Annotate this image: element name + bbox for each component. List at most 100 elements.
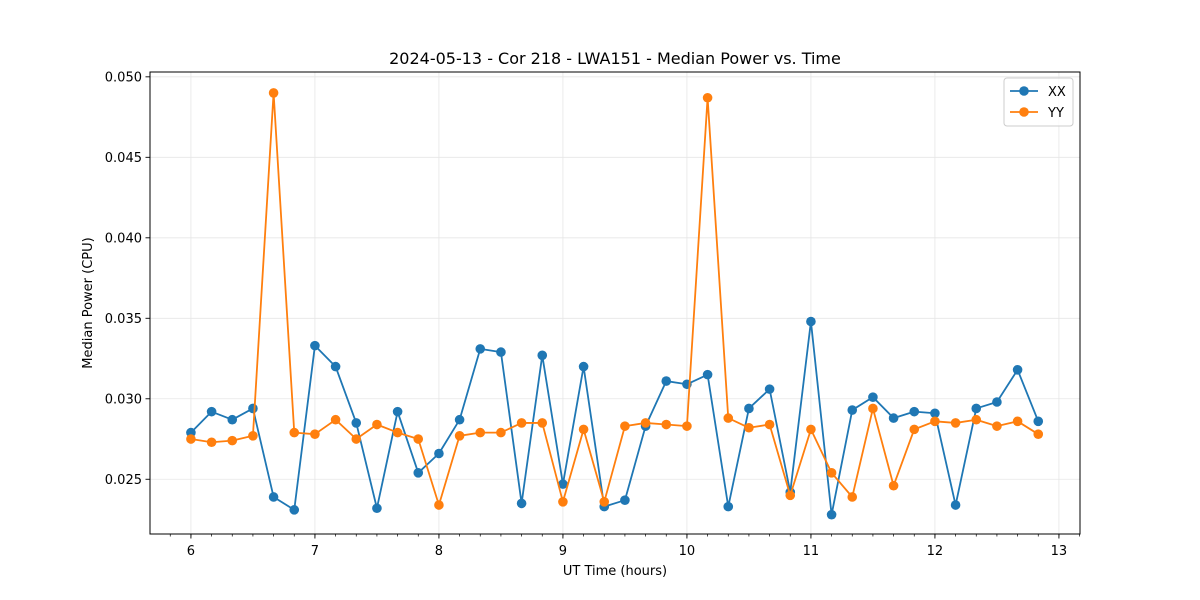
data-point-xx-39 [992,397,1002,407]
data-point-yy-20 [599,497,610,507]
y-tick-label-1: 0.030 [105,392,142,407]
data-point-xx-40 [1012,365,1023,375]
data-point-xx-9 [372,503,382,514]
data-point-yy-32 [847,492,858,502]
x-tick-label-5: 11 [803,544,820,559]
data-point-yy-25 [702,92,713,103]
data-point-yy-21 [620,421,630,431]
data-point-yy-10 [392,427,403,438]
x-tick-label-3: 9 [559,544,567,559]
data-point-xx-36 [930,408,940,419]
data-point-yy-39 [992,421,1002,431]
x-tick-label-6: 12 [927,544,944,559]
data-point-xx-16 [516,498,527,509]
data-point-yy-26 [723,413,734,423]
data-point-xx-17 [537,350,548,361]
data-point-yy-5 [289,427,300,438]
data-point-xx-30 [806,316,816,327]
data-point-yy-34 [888,480,899,491]
data-point-yy-33 [868,403,878,414]
x-tick-label-0: 6 [187,544,195,559]
data-point-yy-14 [475,427,486,438]
legend-entry-xx: XX [1010,85,1066,100]
y-axis-label: Median Power (CPU) [81,237,96,368]
data-point-xx-7 [330,361,341,372]
data-point-yy-11 [413,434,424,444]
data-point-yy-40 [1012,416,1023,427]
x-tick-label-1: 7 [311,544,319,559]
y-tick-label-5: 0.050 [105,70,142,85]
legend: XX YY [1003,77,1074,127]
data-point-yy-23 [661,419,672,430]
data-point-yy-36 [930,416,940,427]
data-point-yy-37 [950,418,961,428]
data-point-yy-4 [268,88,279,98]
data-point-xx-1 [206,406,217,417]
data-point-yy-27 [744,422,754,433]
data-point-yy-19 [578,424,589,435]
data-point-xx-6 [310,340,320,351]
y-tick-label-3: 0.040 [105,231,142,246]
x-tick-label-2: 8 [435,544,443,559]
data-point-xx-10 [392,406,403,417]
data-point-yy-1 [206,437,217,448]
series-yy [186,88,1044,510]
data-point-xx-28 [764,384,775,394]
x-tick-label-7: 13 [1051,544,1068,559]
x-axis-label: UT Time (hours) [563,564,667,579]
data-point-yy-8 [351,434,362,444]
legend-label-xx: XX [1048,85,1066,100]
legend-entry-yy: YY [1010,106,1064,121]
data-point-yy-16 [516,418,527,428]
data-point-xx-5 [289,505,300,515]
legend-marker-yy [1019,107,1029,117]
data-point-xx-2 [227,414,238,425]
data-point-xx-4 [268,492,279,502]
data-point-xx-33 [868,392,878,402]
axes-layer: 6 7 8 9 10 11 12 13 0.025 0.030 0.035 0.040 0.045 0.0… [105,70,1080,559]
data-point-yy-18 [558,497,568,507]
data-point-yy-17 [537,418,548,428]
data-point-yy-13 [454,431,465,441]
data-point-yy-38 [971,414,982,425]
data-point-xx-41 [1033,416,1044,427]
y-tick-label-0: 0.025 [105,473,142,488]
data-point-xx-18 [558,479,568,489]
data-point-xx-8 [351,418,362,428]
data-point-xx-37 [950,500,961,510]
data-point-xx-27 [744,403,754,414]
data-point-yy-12 [434,500,444,510]
data-point-yy-6 [310,429,320,439]
series-layer [186,88,1044,520]
data-point-xx-34 [888,413,899,423]
data-point-xx-13 [454,414,465,425]
data-point-yy-3 [248,431,258,441]
data-point-yy-9 [372,419,382,430]
y-tick-label-4: 0.045 [105,151,142,166]
data-point-yy-22 [640,418,651,428]
x-tick-label-4: 10 [679,544,696,559]
data-point-xx-26 [723,501,734,512]
data-point-xx-15 [496,347,506,357]
data-point-xx-19 [578,361,589,372]
data-point-xx-14 [475,344,486,354]
data-point-xx-25 [702,369,713,380]
data-point-yy-2 [227,435,238,446]
data-point-xx-32 [847,405,858,415]
data-point-yy-31 [826,468,837,478]
data-point-yy-28 [764,419,775,430]
data-point-yy-35 [909,424,920,435]
data-point-xx-35 [909,406,920,417]
y-tick-label-2: 0.035 [105,312,142,327]
chart-title: 2024-05-13 - Cor 218 - LWA151 - Median P… [389,49,841,68]
data-point-xx-12 [434,448,444,459]
data-point-yy-7 [330,414,341,425]
data-point-yy-24 [682,421,692,431]
data-point-yy-15 [496,427,506,438]
data-point-xx-3 [248,403,258,414]
data-point-xx-21 [620,495,630,505]
legend-label-yy: YY [1047,106,1064,121]
data-point-yy-41 [1033,429,1044,439]
data-point-yy-0 [186,434,196,444]
